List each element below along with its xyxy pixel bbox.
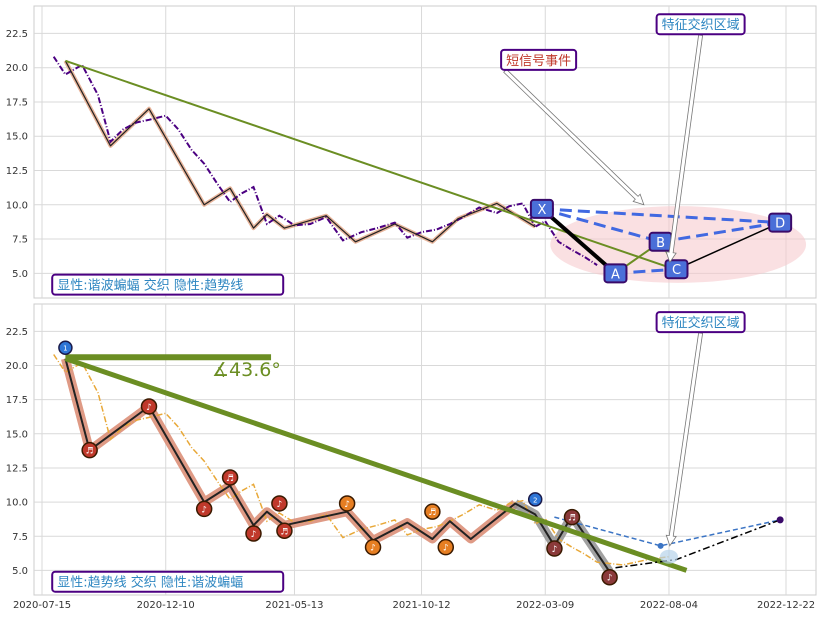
y-tick-label: 10.0: [6, 498, 28, 509]
zigzag-marker-icon: ♪: [344, 500, 350, 510]
zigzag-marker: [601, 568, 618, 586]
x-tick-label: 2022-03-09: [516, 600, 574, 611]
zigzag-marker: [221, 469, 239, 486]
annotation-text: 特征交织区域: [662, 17, 740, 33]
zigzag-marker-icon: ♪: [552, 545, 558, 555]
x-tick-label: 2022-08-04: [640, 600, 698, 611]
y-tick-label: 20.0: [6, 63, 28, 74]
zigzag-marker-icon: ♬: [280, 527, 288, 537]
annotation-arrow-shape: [503, 68, 645, 206]
wave-label-text: 1: [63, 345, 67, 353]
pattern-dashed-bd: [660, 221, 781, 244]
annotation-arrow-shape: [665, 332, 704, 547]
pattern-leg-xa: [540, 207, 617, 275]
annotation-arrow-shape: [665, 34, 704, 264]
zigzag-marker: [338, 495, 356, 512]
projection-end-point: [776, 516, 784, 524]
x-tick-label: 2021-05-13: [265, 600, 323, 611]
zigzag-marker: [81, 441, 98, 459]
zigzag-marker-icon: ♬: [568, 514, 576, 524]
y-tick-label: 22.5: [6, 29, 28, 40]
price-series-line: [53, 354, 670, 566]
y-tick-label: 7.5: [12, 532, 28, 543]
annotation-box: [655, 13, 746, 36]
annotation-arrow: [665, 34, 704, 264]
y-tick-label: 5.0: [12, 566, 28, 577]
trend-line: [64, 356, 688, 573]
annotation-box: [51, 570, 285, 593]
annotation-box: [51, 273, 285, 296]
y-tick-label: 7.5: [12, 235, 28, 246]
zigzag-marker-icon: ♪: [443, 544, 449, 554]
chart-panel-top: 5.0 7.5 10.0 12.5 15.0 17.5 20.0 22.5 X A BC D 短信号事件…: [6, 5, 817, 299]
zigzag-marker-icon: ♪: [277, 500, 283, 510]
pattern-point-label: B: [656, 236, 665, 251]
y-tick-label: 5.0: [12, 269, 28, 280]
x-tick-label: 2020-07-15: [13, 600, 71, 611]
pattern-point-box: [529, 198, 554, 219]
pattern-point-label: D: [775, 217, 785, 232]
zigzag-marker-icon: ♪: [251, 530, 257, 540]
zigzag-marker: [424, 503, 441, 520]
pattern-point-box: [768, 212, 793, 233]
wave-label-marker: [527, 492, 543, 507]
y-tick-label: 17.5: [6, 395, 28, 406]
y-tick-label: 20.0: [6, 361, 28, 372]
zigzag-marker-icon: ♬: [226, 474, 234, 484]
pattern-point-label: C: [672, 263, 681, 278]
annotation-box: [500, 48, 578, 71]
zigzag-marker: [245, 525, 262, 542]
annotation-text: 显性:趋势线 交织 隐性:谐波蝙蝠: [57, 575, 243, 591]
annotation-arrow: [665, 332, 704, 547]
zigzag-line: [64, 60, 536, 243]
y-tick-label: 12.5: [6, 463, 28, 474]
y-tick-label: 22.5: [6, 327, 28, 338]
zigzag-marker: [195, 500, 213, 518]
zigzag-marker-icon: ♪: [201, 505, 207, 515]
zigzag-marker-icon: ♬: [86, 447, 94, 457]
zigzag-marker-icon: ♪: [146, 403, 152, 413]
pattern-dashed-xb: [541, 207, 662, 244]
zigzag-marker-icon: ♪: [370, 544, 376, 554]
pattern-point-box: [664, 259, 689, 280]
pattern-point-box: [603, 263, 628, 284]
y-tick-label: 10.0: [6, 200, 28, 211]
pattern-leg-cd: [676, 221, 781, 270]
y-tick-label: 12.5: [6, 166, 28, 177]
wave-label-text: 2: [533, 496, 537, 504]
y-tick-label: 15.0: [6, 429, 28, 440]
price-series-line: [52, 56, 598, 266]
annotation-arrow: [503, 68, 645, 206]
zigzag-marker: [276, 522, 293, 540]
zigzag-marker: [271, 495, 288, 512]
annotation-text: 短信号事件: [506, 54, 571, 69]
zigzag-marker: [546, 540, 563, 557]
projection-dashed-line: [554, 516, 781, 547]
wave-label-marker: [58, 340, 73, 355]
annotation-text: 特征交织区域: [662, 315, 740, 331]
zigzag-marker: [140, 398, 158, 415]
angle-label: ∡43.6°: [212, 359, 281, 381]
chart-panel-bottom: 5.0 7.5 10.0 12.5 15.0 17.5 20.0 22.5 2020-07-15…: [6, 303, 817, 611]
zigzag-marker: [364, 538, 382, 556]
x-tick-label: 2020-12-10: [137, 600, 195, 611]
x-tick-label: 2021-10-12: [392, 600, 450, 611]
trend-line: [65, 59, 687, 275]
pattern-point-label: X: [537, 203, 546, 218]
y-tick-label: 17.5: [6, 97, 28, 108]
zigzag-marker: [563, 508, 581, 526]
x-tick-label: 2022-12-22: [757, 600, 815, 611]
zigzag-marker: [437, 538, 455, 556]
pattern-dashed-xd: [541, 207, 781, 225]
zigzag-marker-icon: ♬: [428, 508, 436, 518]
projection-point: [657, 542, 664, 549]
annotation-text: 显性:谐波蝙蝠 交织 隐性:趋势线: [57, 278, 243, 294]
zigzag-marker-icon: ♪: [607, 574, 613, 584]
y-tick-label: 15.0: [6, 132, 28, 143]
projection-zone: [659, 549, 678, 564]
annotation-box: [655, 311, 746, 334]
pattern-point-label: A: [611, 267, 620, 282]
